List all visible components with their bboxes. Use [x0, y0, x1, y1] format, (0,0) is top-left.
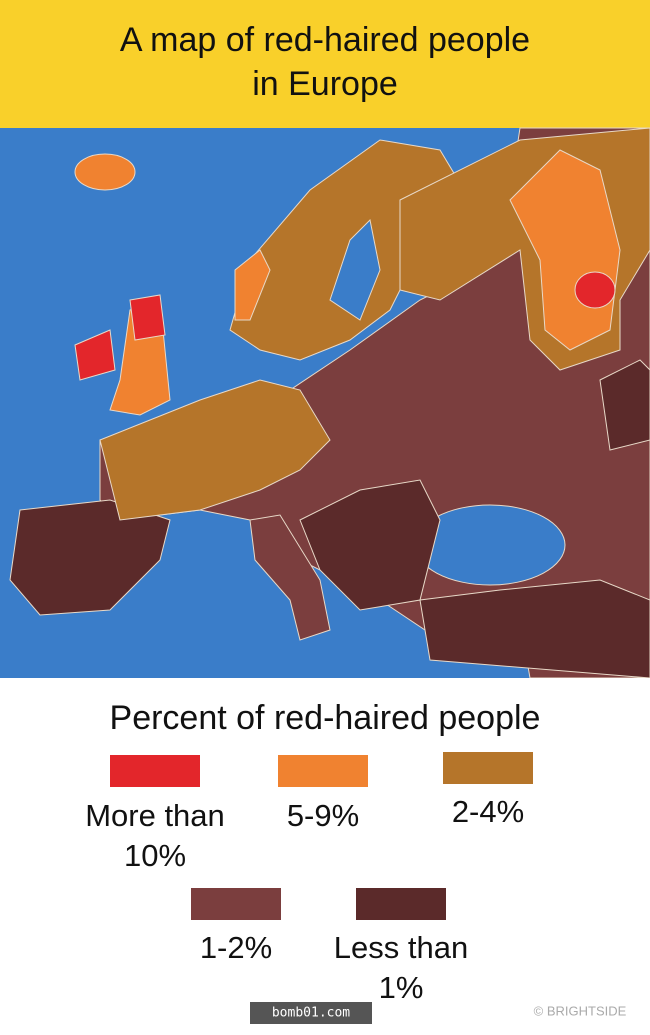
legend-label: More than	[85, 798, 225, 833]
legend-label: 1%	[379, 970, 424, 1005]
title-bar	[0, 0, 650, 128]
legend-label: 5-9%	[287, 798, 359, 833]
region	[599, 359, 650, 451]
legend-label: 10%	[124, 838, 186, 873]
legend-title: Percent of red-haired people	[110, 699, 541, 737]
map	[0, 127, 650, 679]
region	[234, 249, 271, 321]
legend-label: 1-2%	[200, 930, 272, 965]
title-line: A map of red-haired people	[120, 21, 530, 59]
source: bomb01.com	[272, 1006, 350, 1021]
legend-swatch	[110, 755, 200, 787]
legend-swatch	[278, 755, 368, 787]
region	[249, 514, 331, 641]
region	[74, 329, 116, 381]
region	[74, 153, 136, 191]
baltic-sea	[329, 218, 381, 321]
region	[99, 379, 331, 521]
legend-label: 2-4%	[452, 794, 524, 829]
region	[419, 579, 650, 679]
region	[299, 479, 441, 611]
legend-panel	[0, 678, 650, 1030]
region	[129, 294, 166, 341]
source-box	[250, 1002, 372, 1024]
credit: © BRIGHTSIDE	[534, 1003, 627, 1018]
legend-label: Less than	[334, 930, 468, 965]
region	[574, 271, 616, 309]
legend-swatch	[191, 888, 281, 920]
legend: More than 10% 5-9% 2-4% 1-2% Less than 1%	[85, 752, 533, 1005]
legend-swatch	[443, 752, 533, 784]
title-line: in Europe	[252, 65, 398, 103]
legend-swatch	[356, 888, 446, 920]
